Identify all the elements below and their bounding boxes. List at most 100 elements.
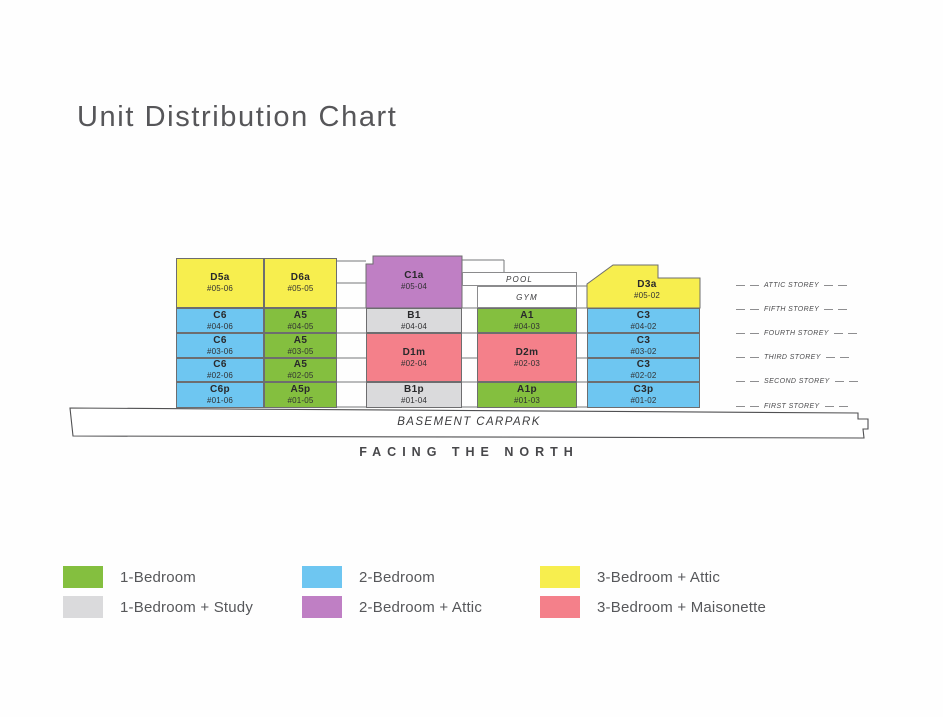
unit-number: #02-06 — [206, 371, 234, 381]
unit-cell: D6a #05-05 — [264, 258, 337, 308]
unit-code: C1a — [404, 270, 424, 282]
unit-number: #02-02 — [630, 371, 657, 381]
basement-carpark-label: BASEMENT CARPARK — [397, 416, 541, 428]
unit-code: C3 — [636, 359, 651, 371]
unit-code: B1p — [403, 384, 425, 396]
legend-item: 1-Bedroom — [63, 566, 302, 588]
unit-number: #03-05 — [287, 346, 314, 356]
legend-label: 3-Bedroom + Attic — [597, 568, 721, 586]
legend-swatch — [63, 596, 103, 618]
storey-label-text: SECOND STOREY — [764, 377, 830, 385]
storey-dash — [838, 405, 848, 407]
storey-dash — [824, 308, 834, 310]
legend-item: 2-Bedroom + Attic — [302, 596, 540, 618]
unit-cell: C3 #03-02 — [587, 333, 700, 358]
unit-number: #02-03 — [513, 358, 541, 368]
legend-label: 1-Bedroom + Study — [120, 598, 254, 616]
legend-swatch — [540, 596, 580, 618]
storey-dash — [736, 380, 745, 382]
storey-label: THIRD STOREY — [736, 353, 849, 361]
unit-cell: A5p #01-05 — [264, 382, 337, 408]
unit-cell: A5 #03-05 — [264, 333, 337, 358]
storey-label-text: FIRST STOREY — [764, 402, 820, 410]
unit-code: A5 — [293, 334, 308, 346]
unit-cell: D3a #05-02 — [600, 274, 694, 306]
unit-code: D5a — [210, 272, 230, 284]
unit-code: A5 — [293, 359, 308, 371]
legend-item: 3-Bedroom + Attic — [540, 566, 766, 588]
facility-pool: POOL — [462, 272, 577, 286]
storey-dash — [825, 356, 835, 358]
unit-code: A5p — [290, 384, 311, 396]
legend-item: 1-Bedroom + Study — [63, 596, 302, 618]
unit-cell: A1p #01-03 — [477, 382, 577, 408]
unit-number: #03-06 — [206, 346, 234, 356]
legend-swatch — [302, 566, 342, 588]
unit-cell: C3 #02-02 — [587, 358, 700, 382]
unit-cell: C6 #02-06 — [176, 358, 264, 382]
unit-code: D6a — [290, 272, 311, 284]
unit-cell: C6 #03-06 — [176, 333, 264, 358]
storey-label: SECOND STOREY — [736, 377, 858, 385]
unit-code: D2m — [515, 346, 539, 358]
unit-code: D1m — [402, 346, 426, 358]
unit-code: C3 — [636, 309, 651, 321]
facing-north-label: FACING THE NORTH — [359, 445, 579, 459]
storey-label: FIFTH STOREY — [736, 305, 848, 313]
storey-label: FOURTH STOREY — [736, 329, 857, 337]
unit-number: #05-05 — [287, 284, 314, 294]
unit-code: D3a — [637, 279, 657, 291]
storey-dash — [750, 405, 759, 407]
unit-number: #04-06 — [206, 321, 234, 331]
unit-code: A1 — [520, 309, 534, 321]
storey-dash — [736, 308, 745, 310]
storey-dash — [750, 284, 759, 286]
legend-label: 1-Bedroom — [120, 568, 197, 586]
storey-dash — [736, 332, 745, 334]
storey-label-text: THIRD STOREY — [764, 353, 821, 361]
basement-outline — [69, 407, 869, 439]
unit-code: A1p — [516, 384, 538, 396]
unit-cell: A5 #04-05 — [264, 308, 337, 333]
unit-cell: C3 #04-02 — [587, 308, 700, 333]
unit-number: #05-04 — [400, 282, 428, 292]
unit-cell: C6 #04-06 — [176, 308, 264, 333]
facility-label: GYM — [516, 292, 538, 302]
unit-cell: B1p #01-04 — [366, 382, 462, 408]
unit-cell: D2m #02-03 — [477, 333, 577, 382]
unit-cell: D5a #05-06 — [176, 258, 264, 308]
facility-label: POOL — [505, 274, 534, 284]
unit-number: #01-02 — [630, 396, 657, 406]
storey-dash — [848, 380, 858, 382]
unit-number: #02-04 — [400, 358, 428, 368]
unit-number: #02-05 — [287, 371, 314, 381]
unit-number: #01-03 — [513, 396, 541, 406]
storey-label: FIRST STOREY — [736, 402, 848, 410]
legend-item: 2-Bedroom — [302, 566, 540, 588]
unit-code: C3 — [636, 334, 651, 346]
unit-code: C6 — [213, 334, 227, 346]
storey-dash — [736, 405, 745, 407]
unit-number: #04-02 — [630, 321, 657, 331]
legend-swatch — [302, 596, 342, 618]
unit-number: #01-04 — [400, 396, 428, 406]
facility-gym: GYM — [477, 286, 577, 308]
unit-code: C6 — [213, 309, 227, 321]
unit-cell: A5 #02-05 — [264, 358, 337, 382]
page-title: Unit Distribution Chart — [77, 101, 398, 133]
storey-dash — [750, 356, 759, 358]
legend-label: 2-Bedroom + Attic — [359, 598, 483, 616]
unit-code: B1 — [407, 309, 421, 321]
unit-number: #05-02 — [633, 291, 661, 301]
unit-code: C6p — [209, 384, 231, 396]
storey-label-text: ATTIC STOREY — [764, 281, 820, 289]
storey-dash — [824, 405, 834, 407]
storey-dash — [750, 380, 759, 382]
unit-code: C3p — [633, 384, 654, 396]
storey-dash — [750, 308, 759, 310]
legend-label: 3-Bedroom + Maisonette — [597, 598, 767, 616]
unit-number: #04-04 — [400, 321, 428, 331]
storey-label-text: FOURTH STOREY — [764, 329, 829, 337]
